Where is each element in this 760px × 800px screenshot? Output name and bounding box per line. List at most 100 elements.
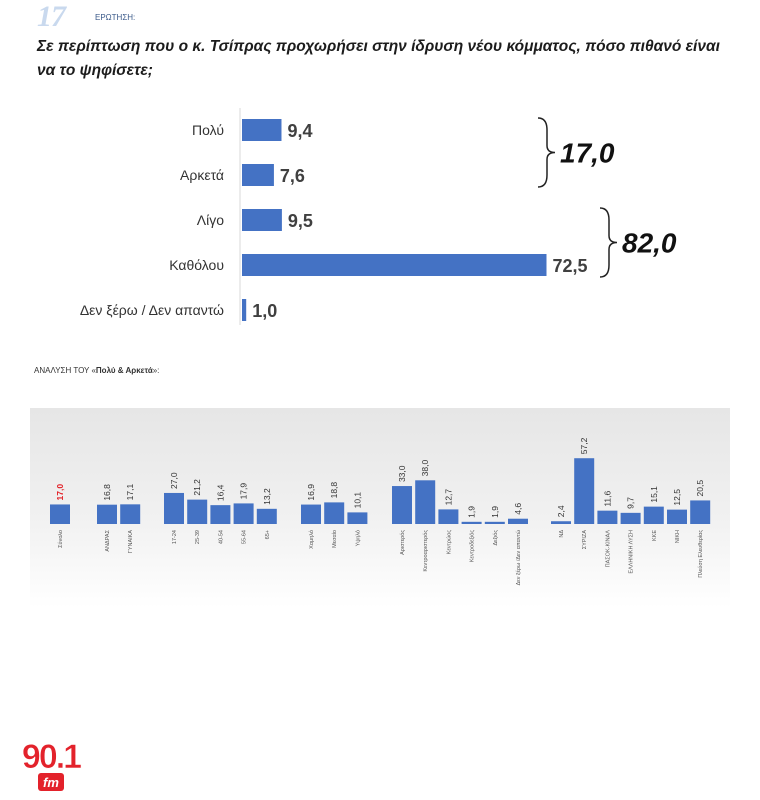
breakdown-value-label: 17,9: [239, 483, 249, 500]
top-bar: [242, 299, 247, 321]
question-number: 17: [37, 0, 66, 33]
group-total-label: 17,0: [560, 138, 615, 169]
breakdown-bar: [574, 458, 595, 524]
breakdown-value-label: 18,8: [329, 482, 339, 499]
breakdown-category-label: 17-24: [172, 530, 178, 544]
group-total-label: 82,0: [622, 228, 677, 259]
breakdown-value-label: 16,4: [215, 484, 225, 501]
breakdown-value-label: 16,9: [306, 484, 316, 501]
breakdown-bar: [551, 521, 571, 524]
breakdown-value-label: 38,0: [420, 459, 430, 476]
breakdown-category-label: 65+: [265, 530, 271, 539]
top-category-label: Δεν ξέρω / Δεν απαντώ: [80, 302, 224, 318]
breakdown-bar: [256, 508, 277, 524]
breakdown-value-label: 27,0: [169, 472, 179, 489]
top-value-label: 1,0: [252, 301, 277, 321]
breakdown-bar: [164, 492, 184, 524]
breakdown-category-label: ΝΙΚΗ: [675, 530, 681, 543]
breakdown-value-label: 1,9: [490, 506, 500, 518]
group-brace: [599, 207, 618, 278]
breakdown-category-label: 55-64: [242, 530, 248, 544]
breakdown-bar: [484, 521, 505, 524]
breakdown-bar: [643, 506, 664, 524]
breakdown-bar: [620, 512, 641, 524]
breakdown-category-label: ΕΛΛΗΝΙΚΗ ΛΥΣΗ: [629, 530, 635, 574]
breakdown-value-label: 2,4: [556, 505, 566, 517]
breakdown-value-label: 12,7: [443, 489, 453, 506]
breakdown-value-label: 17,1: [125, 484, 135, 501]
breakdown-bar: [233, 503, 254, 524]
breakdown-value-label: 16,8: [102, 484, 112, 501]
top-bar: [242, 164, 274, 186]
top-bar-chart: Πολύ 9,4 Αρκετά 7,6 Λίγο 9,5 Καθόλου 72,5 Δεν ξέ…: [80, 108, 677, 325]
breakdown-value-label: 21,2: [192, 479, 202, 496]
breakdown-value-label: 13,2: [262, 488, 272, 505]
breakdown-category-label: Κεντροαριστερός: [422, 530, 429, 572]
breakdown-bar: [97, 504, 117, 524]
top-bar: [242, 254, 547, 276]
breakdown-bar: [50, 504, 70, 524]
breakdown-category-label: Αριστερός: [399, 530, 406, 555]
breakdown-bar: [120, 504, 141, 524]
top-bar: [242, 119, 282, 141]
top-value-label: 9,5: [288, 211, 313, 231]
breakdown-category-label: Σύνολο: [57, 530, 64, 548]
breakdown-category-label: 25-39: [195, 530, 201, 544]
logo-number: 90.1: [22, 738, 81, 776]
breakdown-category-label: Μεσαίο: [332, 530, 338, 548]
breakdown-bar: [210, 505, 231, 524]
breakdown-category-label: ΑΝΔΡΑΣ: [105, 529, 111, 551]
breakdown-category-label: Υψηλό: [354, 530, 361, 546]
breakdown-value-label: 10,1: [352, 492, 362, 509]
logo-sub: fm: [43, 775, 59, 790]
radio-logo: 90.1 fm: [22, 738, 83, 791]
breakdown-value-label: 57,2: [579, 437, 589, 454]
top-value-label: 7,6: [280, 166, 305, 186]
breakdown-value-label: 12,5: [672, 489, 682, 506]
breakdown-category-label: ΝΔ: [559, 530, 565, 538]
top-category-label: Λίγο: [197, 212, 224, 228]
breakdown-value-label: 33,0: [397, 465, 407, 482]
breakdown-bar: [415, 480, 436, 524]
top-category-label: Καθόλου: [169, 257, 224, 273]
breakdown-category-label: Πλεύση Ελευθερίας: [697, 530, 704, 578]
breakdown-bar-chart: 17,0 Σύνολο 16,8 ΑΝΔΡΑΣ 17,1 ΓΥΝΑΙΚΑ 27,0 17-24…: [50, 437, 711, 585]
breakdown-bar: [392, 486, 412, 524]
breakdown-value-label: 11,6: [602, 490, 612, 506]
breakdown-title: ΑΝΑΛΥΣΗ ΤΟΥ «Πολύ & Αρκετά»:: [34, 366, 160, 375]
breakdown-bar: [667, 509, 687, 524]
breakdown-category-label: ΓΥΝΑΙΚΑ: [128, 530, 134, 554]
breakdown-category-label: Δεξιός: [492, 530, 499, 546]
breakdown-category-label: Χαμηλό: [308, 530, 315, 549]
breakdown-category-label: ΣΥΡΙΖΑ: [582, 530, 588, 550]
breakdown-category-label: ΠΑΣΟΚ-ΚΙΝΑΛ: [605, 530, 611, 568]
top-category-label: Πολύ: [192, 122, 224, 138]
breakdown-category-label: 40-54: [218, 530, 224, 544]
breakdown-panel: [30, 408, 730, 608]
top-value-label: 72,5: [553, 256, 588, 276]
breakdown-bar: [461, 521, 482, 524]
breakdown-bar: [347, 512, 368, 524]
breakdown-value-label: 4,6: [513, 503, 523, 515]
breakdown-category-label: Κεντροδεξιός: [469, 530, 476, 562]
breakdown-bar: [597, 510, 618, 524]
breakdown-bar: [301, 504, 321, 524]
breakdown-bar: [187, 499, 208, 524]
breakdown-value-label: 15,1: [649, 486, 659, 503]
breakdown-category-label: ΚΚΕ: [652, 530, 658, 541]
breakdown-category-label: Δεν ξέρω /Δεν απαντώ: [515, 529, 522, 585]
breakdown-bar: [508, 518, 528, 524]
top-value-label: 9,4: [287, 121, 312, 141]
breakdown-bar: [324, 502, 345, 524]
breakdown-value-label: 17,0: [55, 484, 65, 501]
breakdown-value-label: 9,7: [626, 497, 636, 509]
question-label: ΕΡΩΤΗΣΗ:: [95, 13, 136, 22]
top-bar: [242, 209, 282, 231]
question-text: Σε περίπτωση που ο κ. Τσίπρας προχωρήσει…: [37, 38, 720, 79]
breakdown-bar: [438, 509, 459, 524]
breakdown-category-label: Κεντρώος: [445, 530, 452, 555]
group-brace: [537, 117, 556, 188]
breakdown-value-label: 20,5: [695, 480, 705, 497]
top-category-label: Αρκετά: [180, 167, 224, 183]
breakdown-bar: [690, 500, 711, 524]
